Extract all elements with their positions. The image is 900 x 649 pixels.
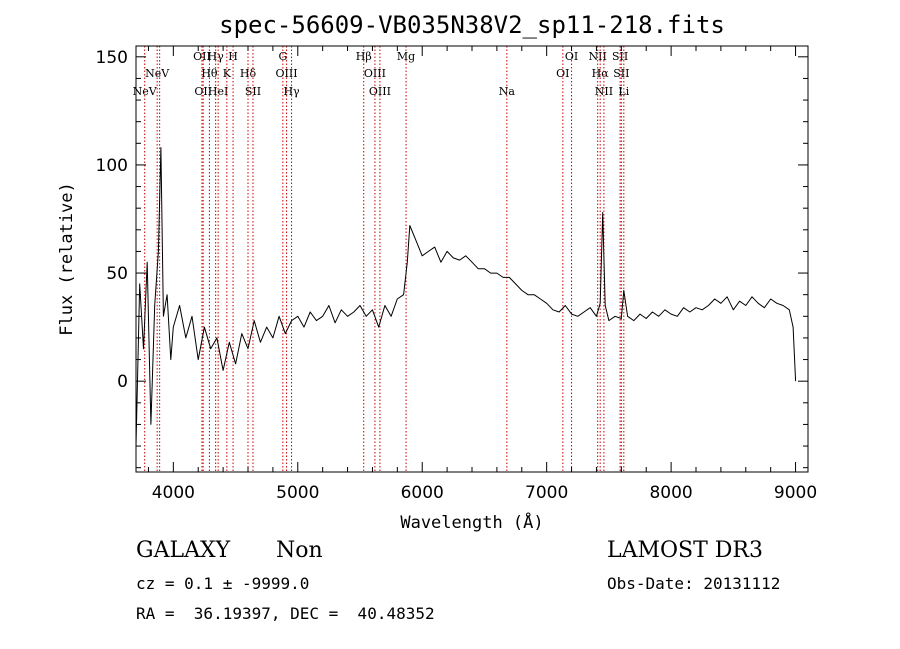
coordinates: RA = 36.19397, DEC = 40.48352 [136, 604, 435, 623]
line-marker-label: NII [589, 50, 607, 63]
x-tick-label: 8000 [649, 483, 692, 503]
line-marker-label: SII [613, 67, 629, 80]
object-subclass: Non [276, 538, 323, 563]
observation-date: Obs-Date: 20131112 [607, 574, 781, 593]
line-marker-label: G [278, 50, 287, 63]
line-marker-label: Li [618, 85, 629, 98]
line-marker-label: OIII [276, 67, 298, 80]
spectrum-line [135, 147, 797, 447]
line-marker-label: NeV [133, 85, 158, 98]
survey-name: LAMOST DR3 [607, 538, 763, 563]
line-marker-label: Mg [397, 50, 415, 63]
plot-frame [135, 45, 809, 473]
line-marker-label: Hβ [356, 50, 372, 63]
axis-ticks: 4000 5000 6000 7000 8000 9000 0 50 100 150 [96, 46, 817, 503]
x-tick-label: 4000 [152, 483, 195, 503]
line-marker-label: SII [245, 85, 261, 98]
line-marker-label: OI [565, 50, 578, 63]
chart-title: spec-56609-VB035N38V2_sp11-218.fits [219, 11, 725, 39]
object-class: GALAXY [136, 538, 231, 563]
line-marker-label: OII [193, 50, 211, 63]
line-marker-label: Hγ [283, 85, 300, 98]
line-marker-label: SII [612, 50, 628, 63]
line-marker-label: Hα [592, 67, 610, 80]
line-marker-label: OII [194, 85, 212, 98]
y-axis-label: Flux (relative) [57, 182, 77, 336]
x-tick-label: 9000 [774, 483, 817, 503]
y-tick-label: 150 [96, 48, 128, 68]
x-tick-label: 6000 [401, 483, 444, 503]
line-marker-label: OIII [369, 85, 391, 98]
line-marker-label: OI [556, 67, 569, 80]
line-marker-label: NII [595, 85, 613, 98]
line-marker-label: Hγ [208, 50, 225, 63]
line-marker-label: Hθ [201, 67, 218, 80]
y-tick-label: 100 [96, 156, 128, 176]
x-axis-label: Wavelength (Å) [400, 511, 543, 533]
line-marker-label: H [228, 50, 238, 63]
line-marker-label: NeV [145, 67, 170, 80]
y-tick-label: 50 [106, 264, 128, 284]
line-marker-label: OIII [364, 67, 386, 80]
line-marker-label: K [223, 67, 232, 80]
line-marker-label: HeI [208, 85, 228, 98]
line-marker-label: Hδ [240, 67, 257, 80]
spectrum-series [135, 147, 797, 447]
line-marker-label: Na [499, 85, 516, 98]
x-tick-label: 7000 [525, 483, 568, 503]
x-tick-label: 5000 [276, 483, 319, 503]
y-tick-label: 0 [117, 372, 128, 392]
redshift-info: cz = 0.1 ± -9999.0 [136, 574, 310, 593]
